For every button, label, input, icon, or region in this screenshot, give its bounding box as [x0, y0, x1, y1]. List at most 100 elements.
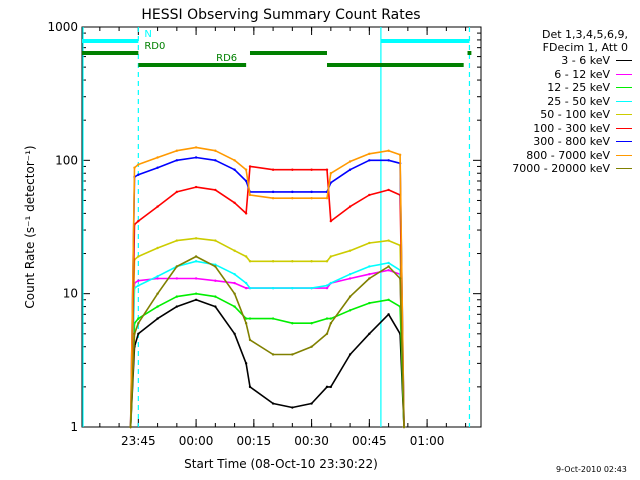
series-point — [291, 406, 294, 409]
series-point — [402, 425, 406, 429]
x-tick-label: 23:45 — [121, 434, 156, 448]
series-line — [129, 237, 405, 428]
series-point — [233, 332, 236, 336]
series-point — [325, 196, 329, 200]
series-point — [156, 246, 159, 250]
series-point — [398, 277, 402, 280]
series-point — [137, 173, 140, 176]
series-point — [175, 305, 179, 308]
series-point — [368, 332, 371, 336]
series-point — [175, 239, 179, 242]
series-point — [194, 277, 198, 280]
y-tick-label: 100 — [55, 153, 78, 167]
series-point — [291, 190, 294, 194]
series-point — [244, 286, 248, 290]
series-point — [329, 255, 333, 258]
series-point — [368, 301, 371, 305]
series-point — [329, 281, 333, 285]
series-point — [387, 149, 390, 152]
series-point — [310, 402, 313, 405]
flag-label-rd6: RD6 — [216, 53, 237, 64]
series-point — [387, 239, 390, 242]
plot-border — [81, 26, 482, 428]
series-point — [325, 332, 329, 336]
series-point — [233, 305, 236, 308]
series-line — [129, 260, 405, 428]
series-point — [387, 188, 390, 192]
series-point — [368, 159, 371, 162]
series-line — [129, 255, 405, 428]
y-tick-label: 1 — [70, 420, 78, 434]
series-point — [387, 268, 390, 272]
legend-entry-label: 800 - 7000 keV — [526, 148, 610, 162]
series-point — [244, 317, 248, 320]
series-point — [133, 332, 136, 336]
series-point — [310, 345, 313, 348]
series-point — [133, 166, 136, 169]
series-point — [214, 149, 217, 152]
flag-label-n: N — [144, 29, 151, 40]
legend-swatch — [616, 60, 632, 62]
legend-swatch — [616, 87, 632, 89]
series-line — [129, 146, 405, 428]
series-point — [137, 219, 140, 223]
series-point — [348, 272, 352, 276]
series-point — [156, 205, 159, 208]
series-point — [214, 279, 217, 282]
legend-swatch — [616, 141, 632, 143]
legend-entry: 7000 - 20000 keV — [486, 162, 636, 176]
legend-swatch — [616, 114, 632, 116]
series-point — [129, 425, 132, 429]
series-point — [214, 263, 217, 266]
series-point — [387, 313, 390, 316]
legend-swatch — [616, 168, 632, 170]
series-point — [310, 286, 313, 290]
legend-entry: 12 - 25 keV — [486, 81, 636, 95]
legend-entry-label: 100 - 300 keV — [533, 121, 610, 135]
series-point — [156, 292, 159, 295]
series-point — [291, 286, 294, 290]
series-point — [244, 179, 248, 183]
series-point — [387, 261, 390, 265]
series-point — [368, 152, 371, 155]
series-point — [368, 265, 371, 268]
series-point — [233, 249, 236, 252]
series-point — [233, 201, 236, 205]
series-point — [175, 277, 179, 280]
series-point — [348, 160, 352, 163]
legend-entry: 300 - 800 keV — [486, 135, 636, 149]
series-point — [310, 168, 313, 171]
series-point — [271, 402, 275, 405]
series-point — [194, 298, 198, 301]
legend-entry-label: 6 - 12 keV — [554, 67, 610, 81]
x-tick-label: 00:15 — [237, 434, 272, 448]
series-point — [291, 322, 294, 325]
series-point — [233, 168, 236, 171]
series-point — [348, 295, 352, 298]
legend-swatch — [616, 127, 632, 129]
series-point — [291, 168, 294, 171]
series-point — [233, 159, 236, 162]
series-point — [325, 385, 329, 389]
series-point — [248, 385, 252, 389]
series-point — [310, 196, 313, 200]
series-point — [248, 260, 252, 263]
series-point — [156, 277, 159, 280]
series-point — [244, 322, 248, 325]
series-point — [329, 322, 333, 325]
series-point — [368, 272, 371, 276]
legend-entry-label: 25 - 50 keV — [547, 94, 610, 108]
legend-entry: 3 - 6 keV — [486, 54, 636, 68]
series-point — [348, 205, 352, 208]
series-point — [291, 353, 294, 356]
series-point — [175, 190, 179, 194]
series-point — [348, 277, 352, 280]
series-point — [387, 265, 390, 268]
series-point — [329, 317, 333, 320]
x-tick-label: 00:00 — [179, 434, 214, 448]
series-point — [175, 149, 179, 152]
series-lines — [129, 146, 406, 429]
series-point — [271, 168, 275, 171]
series-point — [329, 172, 333, 175]
